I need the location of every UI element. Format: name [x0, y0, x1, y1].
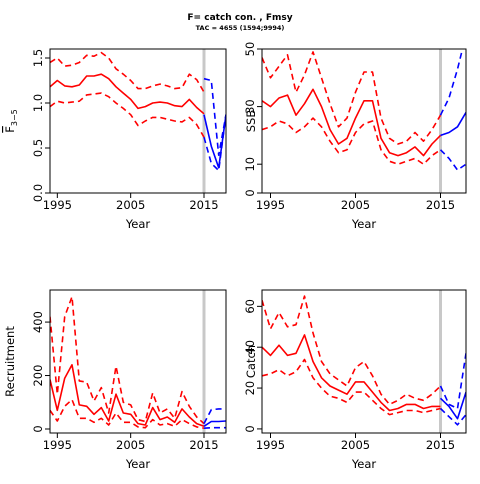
y-tick-label: 20 [243, 381, 257, 396]
x-tick-label: 1995 [43, 438, 72, 452]
y-axis-label: Recruitment [3, 326, 17, 397]
series-forecast-dashed-5 [203, 114, 226, 172]
x-tick-label: 2015 [189, 438, 218, 452]
series-group [50, 295, 226, 429]
x-tick-label: 2015 [426, 198, 455, 212]
x-tick-label: 2005 [116, 438, 145, 452]
series-group [262, 49, 466, 171]
panel-ssb: 1995 2005 2015 Year 0 10 30 50 SSB [243, 42, 467, 231]
series-historic-solid-0 [50, 73, 205, 115]
x-tick-label: 1995 [256, 438, 285, 452]
series-forecast-dashed-4 [439, 353, 466, 410]
y-tick-label: 50 [243, 42, 257, 57]
series-forecast-dashed-4 [439, 49, 464, 116]
x-tick-label: 2005 [116, 198, 145, 212]
plot-frame [261, 48, 467, 194]
y-tick-label: 10 [243, 157, 257, 172]
y-tick-label: 1.5 [31, 49, 45, 67]
y-tick-label: 0 [243, 189, 257, 196]
series-forecast-solid-3 [440, 111, 466, 137]
series-historic-dashed-2 [262, 117, 441, 165]
y-axis-label: Catch [244, 345, 258, 378]
series-historic-dashed-1 [50, 51, 205, 93]
x-tick-label: 1995 [256, 198, 285, 212]
x-tick-label: 2005 [341, 438, 370, 452]
series-group [262, 295, 466, 426]
panel-catch: 1995 2005 2015 Year 0 20 40 60 Catch [243, 289, 467, 471]
series-historic-solid-0 [262, 88, 442, 157]
series-forecast-dashed-4 [203, 77, 226, 156]
x-tick-label: 2005 [341, 198, 370, 212]
x-tick-label: 2015 [189, 198, 218, 212]
y-tick-label: 0 [243, 425, 257, 432]
y-tick-label: 30 [243, 99, 257, 114]
y-tick-label: 40 [243, 340, 257, 355]
series-historic-dashed-2 [50, 92, 205, 138]
series-forecast-solid-3 [439, 391, 466, 420]
y-tick-label: 200 [31, 365, 45, 387]
series-historic-dashed-1 [262, 295, 442, 406]
y-tick-label: 0 [31, 425, 45, 432]
plot-frame [261, 289, 467, 434]
y-tick-label: 1.0 [31, 94, 45, 112]
series-forecast-dashed-5 [203, 426, 226, 429]
series-historic-dashed-2 [262, 358, 441, 416]
series-forecast-solid-3 [203, 420, 226, 427]
y-tick-label: 0.0 [31, 184, 45, 202]
series-historic-solid-0 [50, 363, 205, 428]
panel-recruitment: 1995 2005 2015 Year 0 200 400 Recruitment [3, 289, 227, 471]
series-forecast-solid-3 [203, 114, 226, 169]
y-axis-label: SSB [244, 110, 258, 133]
series-forecast-dashed-5 [439, 149, 466, 171]
y-tick-label: 60 [243, 299, 257, 314]
series-historic-dashed-2 [50, 398, 205, 429]
panel-fbar: 1995 2005 2015 Year 0.0 0.5 1.0 1.5 F3−5 [3, 48, 227, 231]
y-axis-label: F3−5 [3, 109, 19, 133]
plot-frame [49, 289, 227, 434]
x-axis-label: Year [351, 457, 377, 471]
series-group [50, 51, 226, 172]
x-tick-label: 2015 [426, 438, 455, 452]
x-axis-label: Year [125, 457, 151, 471]
x-tick-label: 1995 [43, 198, 72, 212]
figure-subtitle: TAC = 4655 (1594;9994) [196, 24, 285, 32]
y-tick-label: 400 [31, 311, 45, 333]
series-historic-dashed-1 [262, 51, 442, 145]
y-tick-label: 0.5 [31, 139, 45, 157]
plot-frame [49, 48, 227, 194]
x-axis-label: Year [351, 217, 377, 231]
series-historic-dashed-1 [50, 295, 205, 425]
series-forecast-dashed-5 [439, 407, 466, 426]
figure-title: F= catch con. , Fmsy [187, 13, 292, 23]
x-axis-label: Year [125, 217, 151, 231]
series-historic-solid-0 [262, 334, 441, 412]
